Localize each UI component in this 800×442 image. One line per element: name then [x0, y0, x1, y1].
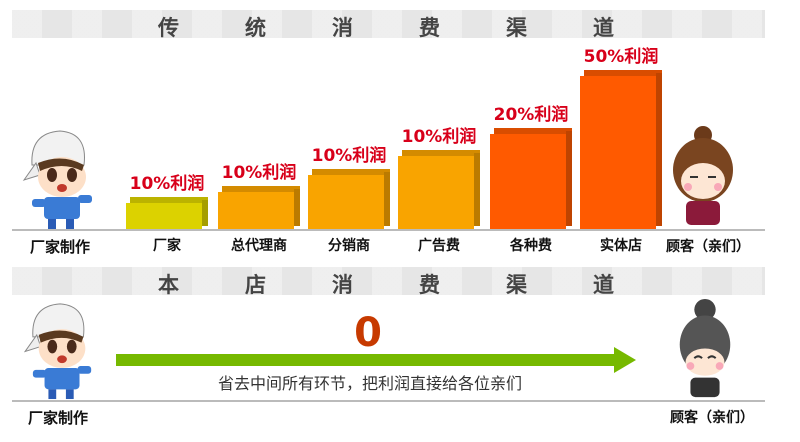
bar-top [402, 150, 480, 157]
banner-char: 渠 [506, 16, 527, 40]
stage-label: 广告费 [418, 238, 460, 254]
bar-front [398, 156, 474, 229]
profit-label: 10%利润 [401, 127, 477, 147]
stage-label: 厂家 [153, 238, 181, 254]
manufacturer-boy-icon [22, 130, 92, 229]
customer-label: 顾客（亲们） [670, 410, 754, 426]
profit-label: 20%利润 [493, 105, 569, 125]
banner-char: 道 [593, 16, 614, 40]
profit-label: 10%利润 [311, 146, 387, 166]
stage-label: 总代理商 [231, 238, 287, 254]
bar-side [566, 131, 572, 226]
bar-side [474, 153, 480, 226]
banner-char: 店 [245, 273, 266, 297]
traditional-channel-banner: 传 统 消 费 渠 道 [12, 10, 765, 40]
bar-front [580, 76, 656, 229]
banner-char: 传 [158, 16, 179, 40]
manufacturer-label: 厂家制作 [29, 238, 91, 256]
slogan: 省去中间所有环节，把利润直接给各位亲们 [217, 374, 523, 393]
bar-side [384, 172, 390, 226]
banner-char: 道 [593, 273, 614, 297]
divider [12, 229, 765, 231]
stage-label: 实体店 [600, 238, 642, 254]
bar-top [222, 186, 300, 193]
bar-3 [398, 150, 480, 229]
direct-arrow-icon [116, 347, 636, 373]
profit-label: 10%利润 [221, 163, 297, 183]
bar-front [308, 175, 384, 229]
banner-char: 渠 [506, 273, 527, 297]
bar-2 [308, 169, 390, 229]
bar-front [490, 134, 566, 229]
bar-0 [126, 197, 208, 229]
bar-1 [218, 186, 300, 229]
our-store-channel-banner: 本 店 消 费 渠 道 [12, 267, 765, 297]
manufacturer-boy-icon [23, 303, 92, 400]
bar-top [130, 197, 208, 204]
bar-top [584, 70, 662, 77]
banner-char: 本 [158, 273, 179, 297]
banner-char: 费 [419, 16, 440, 40]
customer-label: 顾客（亲们） [666, 239, 750, 255]
bar-top [312, 169, 390, 176]
banner-char: 费 [419, 273, 440, 297]
zero-middlemen: 0 [354, 310, 382, 356]
stage-label: 分销商 [328, 238, 370, 254]
bar-5 [580, 70, 662, 229]
banner-char: 消 [332, 16, 353, 40]
bar-side [202, 200, 208, 226]
stage-label: 各种费 [510, 238, 552, 254]
divider [12, 400, 765, 402]
bar-side [656, 73, 662, 226]
manufacturer-label: 厂家制作 [27, 409, 89, 427]
bar-4 [490, 128, 572, 229]
profit-label: 50%利润 [583, 47, 659, 67]
banner-char: 消 [332, 273, 353, 297]
customer-girl-icon [673, 126, 733, 225]
profit-label: 10%利润 [129, 174, 205, 194]
customer-girl-icon [679, 298, 731, 398]
bar-side [294, 189, 300, 226]
bar-front [218, 192, 294, 229]
banner-char: 统 [245, 16, 266, 40]
bar-top [494, 128, 572, 135]
bar-front [126, 203, 202, 229]
